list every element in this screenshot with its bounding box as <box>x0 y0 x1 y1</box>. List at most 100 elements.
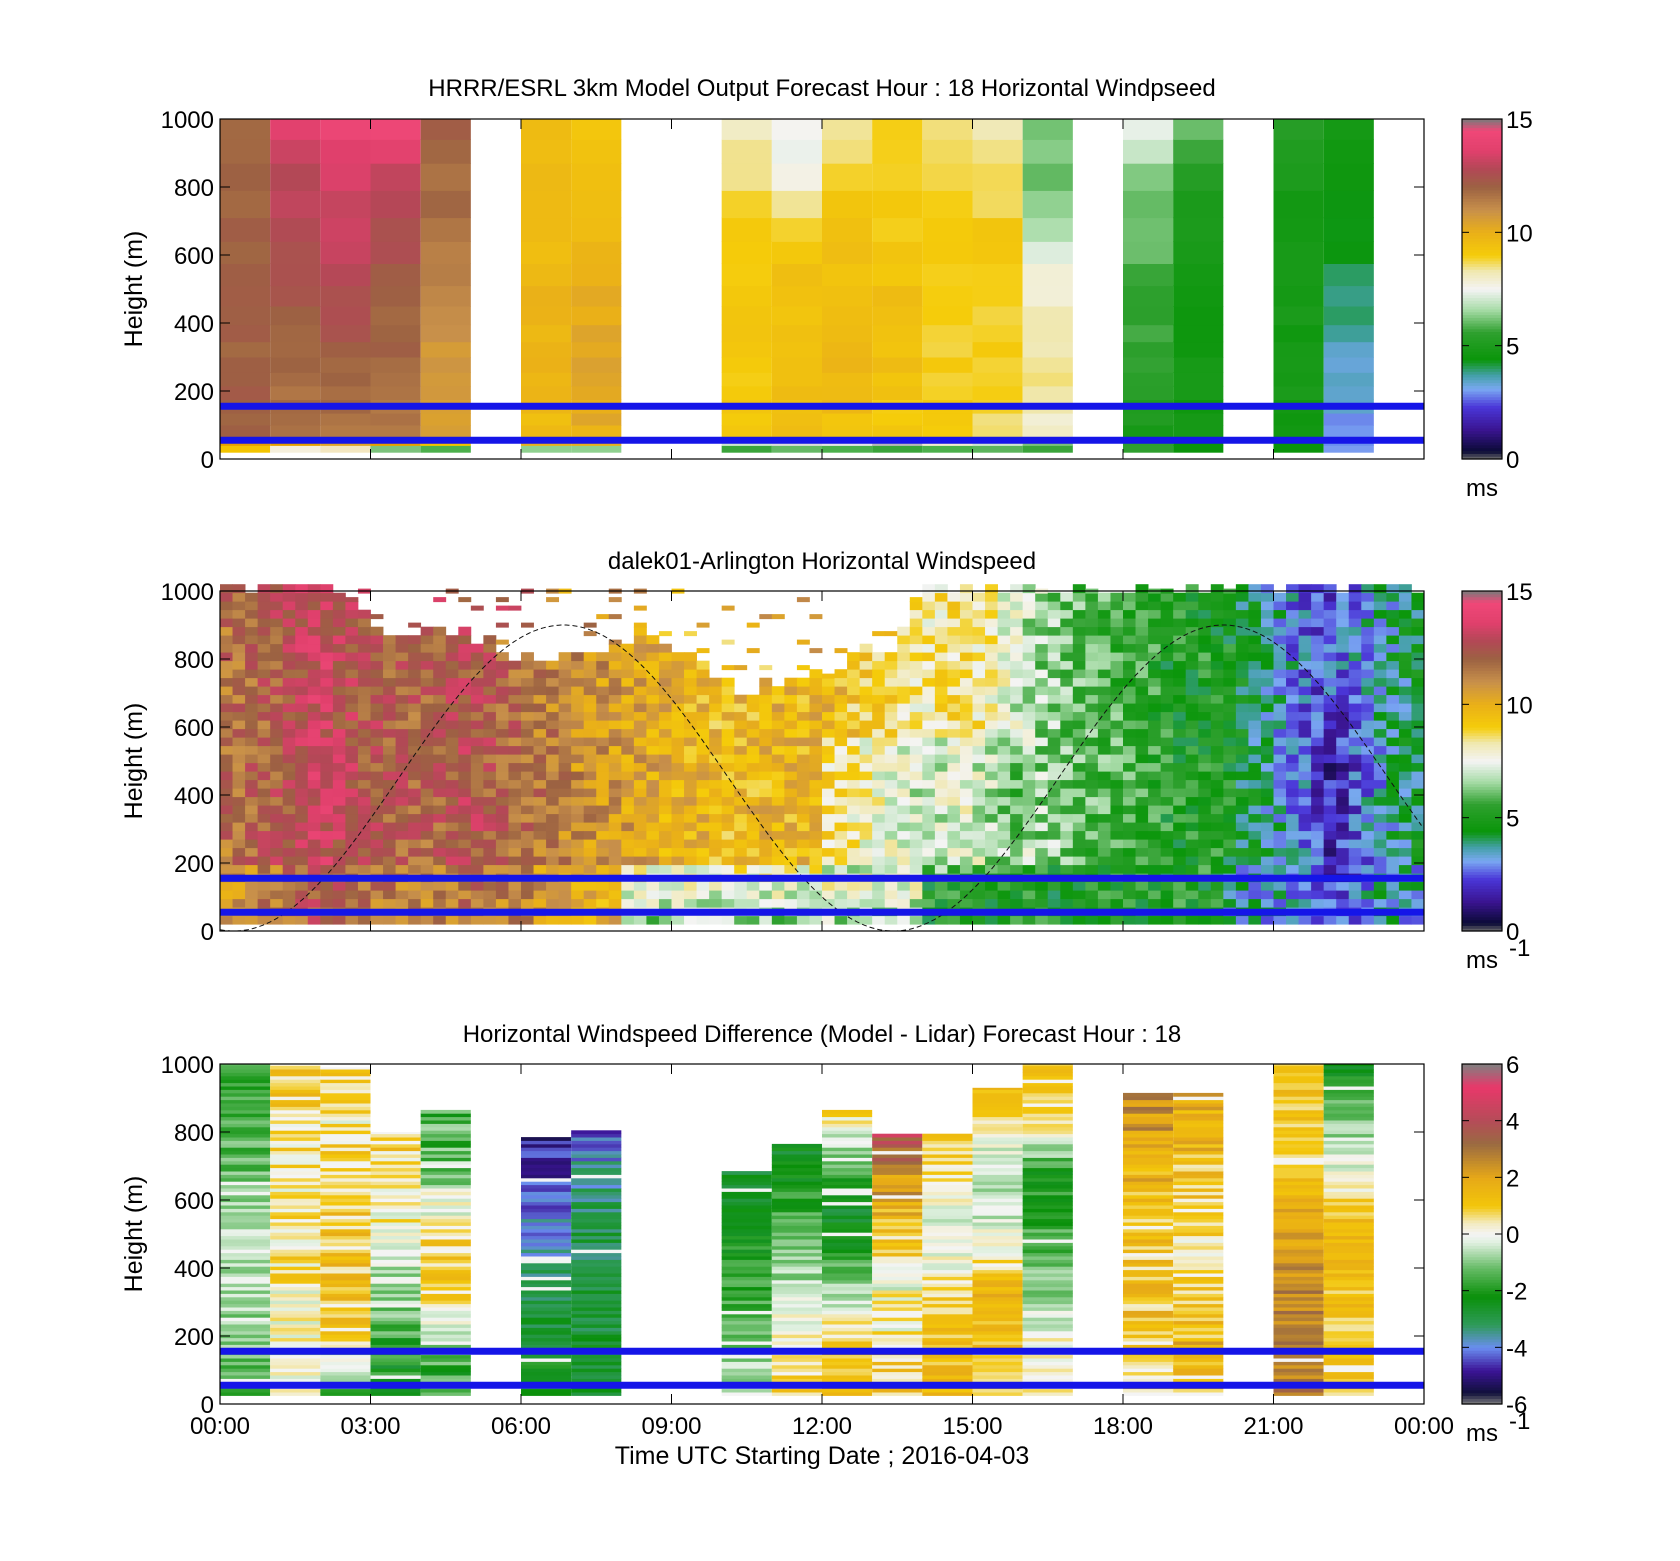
difference-cell <box>220 1143 271 1148</box>
lidar-cell <box>332 796 346 806</box>
lidar-cell <box>295 711 309 721</box>
difference-cell <box>822 1269 873 1274</box>
lidar-cell <box>1223 813 1237 823</box>
lidar-cell <box>1110 652 1124 662</box>
lidar-cell <box>546 864 560 874</box>
difference-cell <box>420 1205 471 1209</box>
difference-cell <box>571 1194 622 1199</box>
lidar-cell <box>709 762 723 772</box>
lidar-cell <box>884 745 898 755</box>
lidar-cell <box>1323 677 1337 687</box>
lidar-cell <box>1223 830 1237 840</box>
lidar-cell <box>1135 737 1149 747</box>
lidar-cell <box>1273 805 1287 815</box>
lidar-cell <box>847 703 861 713</box>
lidar-cell <box>972 592 986 602</box>
difference-cell <box>370 1137 421 1141</box>
lidar-cell <box>1148 626 1162 636</box>
lidar-cell <box>721 754 735 764</box>
lidar-cell <box>571 881 585 891</box>
model-cell <box>1123 241 1174 264</box>
difference-cell <box>822 1184 873 1189</box>
lidar-cell <box>1223 720 1237 730</box>
lidar-cell <box>395 754 409 764</box>
lidar-cell <box>521 788 534 798</box>
difference-cell <box>922 1194 973 1199</box>
lidar-cell <box>1323 592 1337 602</box>
difference-cell <box>420 1388 471 1393</box>
lidar-cell <box>1361 609 1375 619</box>
lidar-cell <box>909 898 923 908</box>
lidar-cell <box>771 720 785 730</box>
lidar-cell <box>922 796 936 806</box>
lidar-cell <box>483 669 497 679</box>
lidar-cell <box>220 711 233 721</box>
lidar-cell <box>1373 864 1387 874</box>
lidar-cell <box>1336 822 1350 832</box>
lidar-cell <box>571 839 585 849</box>
difference-cell <box>872 1358 923 1362</box>
difference-cell <box>571 1205 622 1209</box>
lidar-cell <box>721 728 735 738</box>
model-cell <box>1123 445 1174 453</box>
difference-cell <box>771 1198 822 1203</box>
lidar-cell <box>734 737 748 747</box>
lidar-cell <box>608 643 622 653</box>
lidar-cell <box>985 609 998 619</box>
lidar-cell <box>847 864 861 874</box>
lidar-cell <box>420 762 434 772</box>
lidar-cell <box>1173 618 1187 628</box>
model-cell <box>1123 341 1174 358</box>
lidar-cell <box>1323 779 1337 789</box>
lidar-cell <box>1398 890 1412 900</box>
lidar-cell <box>1223 864 1237 874</box>
difference-cell <box>922 1157 973 1162</box>
lidar-cell <box>470 779 484 789</box>
lidar-cell <box>684 805 697 815</box>
lidar-cell <box>282 796 296 806</box>
lidar-cell <box>458 694 472 704</box>
model-cell <box>320 445 371 453</box>
lidar-cell <box>483 864 497 874</box>
lidar-cell <box>872 881 886 891</box>
lidar-cell <box>847 694 861 704</box>
lidar-cell <box>1210 847 1224 857</box>
lidar-cell <box>558 677 572 687</box>
difference-cell <box>771 1324 822 1328</box>
lidar-cell <box>370 614 384 620</box>
lidar-cell <box>608 788 622 798</box>
lidar-cell <box>357 643 371 653</box>
lidar-cell <box>859 711 873 721</box>
difference-cell <box>721 1368 772 1373</box>
lidar-cell <box>1336 660 1350 670</box>
difference-cell <box>922 1201 973 1206</box>
difference-cell <box>922 1208 973 1213</box>
lidar-cell <box>1260 635 1274 645</box>
lidar-cell <box>332 898 346 908</box>
model-cell <box>1323 190 1374 219</box>
difference-cell <box>320 1256 371 1260</box>
lidar-cell <box>1260 592 1274 602</box>
lidar-cell <box>985 881 998 891</box>
difference-cell <box>320 1109 371 1114</box>
lidar-cell <box>270 652 284 662</box>
lidar-cell <box>997 711 1011 721</box>
lidar-cell <box>1022 601 1036 611</box>
lidar-cell <box>1035 856 1049 866</box>
lidar-cell <box>270 728 284 738</box>
lidar-cell <box>257 652 271 662</box>
model-cell <box>721 285 772 307</box>
difference-cell <box>922 1259 973 1264</box>
difference-cell <box>771 1235 822 1240</box>
difference-cell <box>370 1235 421 1240</box>
model-cell <box>521 263 572 287</box>
difference-cell <box>571 1147 622 1152</box>
difference-cell <box>420 1201 471 1206</box>
difference-cell <box>972 1293 1023 1298</box>
lidar-cell <box>1361 660 1375 670</box>
lidar-cell <box>1022 788 1036 798</box>
lidar-cell <box>320 864 334 874</box>
lidar-cell <box>1198 745 1212 755</box>
lidar-cell <box>1373 728 1387 738</box>
lidar-cell <box>1323 813 1337 823</box>
